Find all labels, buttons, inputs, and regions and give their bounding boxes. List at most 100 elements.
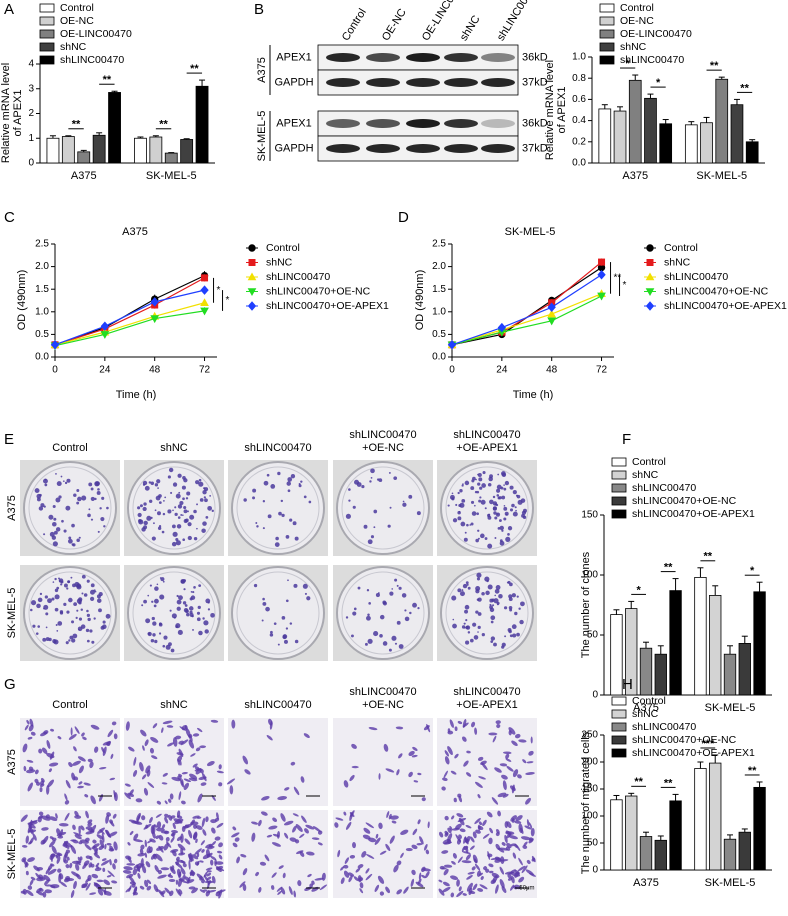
colony — [180, 514, 183, 516]
cell — [122, 870, 132, 874]
colony — [203, 487, 206, 490]
cell — [94, 867, 102, 872]
colony — [492, 506, 497, 511]
colony — [68, 639, 71, 642]
cell — [143, 787, 149, 796]
colony — [196, 527, 198, 530]
cell — [450, 875, 459, 880]
colony — [281, 615, 286, 620]
bar — [46, 137, 60, 164]
colony — [67, 538, 73, 544]
cell — [127, 842, 131, 846]
series-line — [451, 295, 602, 346]
colony — [461, 498, 466, 503]
cell — [141, 774, 147, 780]
cell — [145, 765, 151, 774]
cell — [178, 852, 186, 856]
cell — [57, 736, 62, 740]
colony — [76, 609, 79, 612]
cell — [46, 740, 51, 749]
cell — [196, 860, 200, 866]
dish-rim — [445, 466, 529, 550]
cell — [386, 810, 390, 819]
cell — [41, 827, 49, 831]
colony — [476, 572, 482, 578]
colony — [35, 632, 39, 635]
colony — [515, 509, 517, 512]
cell — [199, 860, 204, 863]
colony — [172, 509, 174, 512]
cell — [149, 838, 156, 843]
cell — [511, 875, 515, 884]
colony — [466, 583, 469, 586]
cell — [124, 792, 131, 800]
cell — [450, 892, 455, 898]
x-tick-label: 72 — [199, 365, 211, 376]
colony — [204, 629, 209, 634]
cell — [59, 881, 67, 888]
colony — [262, 500, 266, 503]
cell — [203, 874, 209, 883]
cell — [385, 886, 391, 894]
legend-label: shLINC00470 — [632, 721, 696, 733]
colony — [493, 642, 497, 647]
colony — [57, 621, 63, 626]
cell — [99, 839, 105, 849]
colony — [86, 613, 91, 617]
cell — [505, 753, 510, 759]
cell — [133, 833, 139, 841]
colony — [176, 594, 179, 598]
colony — [158, 525, 162, 528]
cell — [129, 830, 134, 836]
x-tick-label: 0 — [449, 365, 455, 376]
colony — [475, 478, 477, 481]
colony — [162, 580, 165, 583]
legend-label: OE-NC — [620, 15, 654, 27]
cell — [178, 889, 183, 895]
cell — [143, 823, 152, 830]
colony — [209, 495, 212, 497]
x-tick-label: 24 — [496, 365, 508, 376]
cell — [289, 837, 297, 842]
cell — [93, 852, 101, 859]
cell — [41, 815, 51, 821]
colony — [63, 602, 67, 606]
cell — [137, 852, 146, 857]
colony — [210, 613, 215, 618]
y-tick-label: 2.0 — [35, 261, 49, 272]
protein-label: GAPDH — [274, 142, 313, 154]
cell — [178, 773, 183, 777]
cell — [126, 863, 136, 866]
x-tick-label: SK-MEL-5 — [696, 170, 747, 182]
cell — [81, 732, 85, 737]
cell — [136, 866, 142, 869]
cell — [515, 733, 521, 739]
cell — [182, 863, 187, 868]
colony — [86, 609, 89, 613]
colony — [394, 642, 398, 645]
colony — [506, 581, 509, 584]
cell — [456, 890, 464, 898]
cell — [266, 734, 273, 741]
cell — [344, 857, 350, 864]
cell — [64, 877, 71, 883]
colony — [80, 624, 86, 629]
colony — [94, 590, 97, 593]
colony — [368, 602, 371, 605]
colony — [494, 588, 500, 594]
cell — [447, 839, 452, 844]
cell — [96, 862, 100, 867]
y-tick-label: 4 — [28, 59, 34, 70]
x-tick-label: 0 — [52, 365, 58, 376]
colony — [350, 634, 354, 638]
cell — [144, 879, 149, 888]
cell — [451, 860, 456, 865]
blot-band — [444, 53, 478, 62]
colony — [141, 527, 146, 532]
cell — [482, 833, 490, 839]
cell — [113, 792, 118, 802]
cell — [210, 859, 214, 866]
bar — [92, 134, 106, 164]
marker — [201, 274, 209, 282]
colony — [65, 505, 71, 511]
